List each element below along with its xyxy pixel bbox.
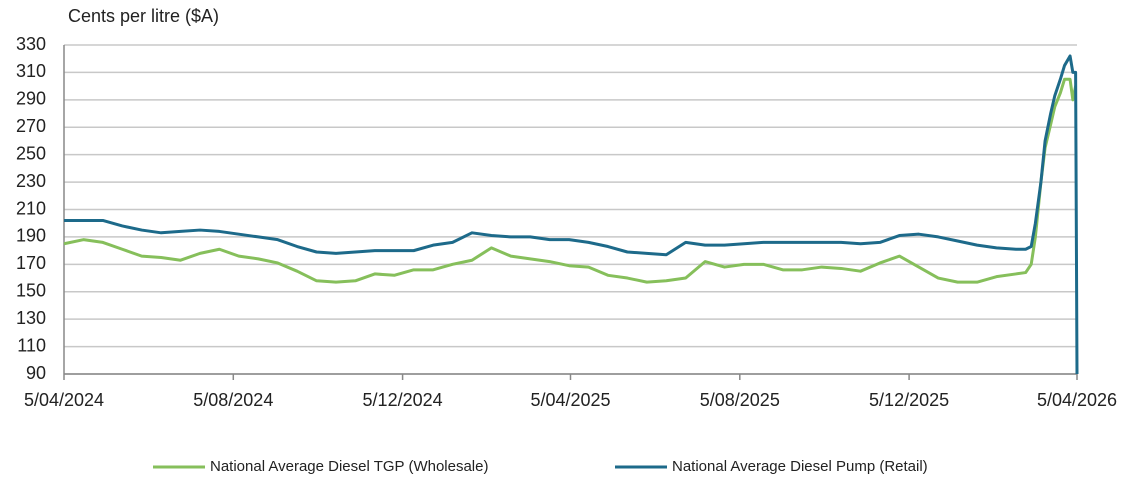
y-tick-label: 110 (17, 335, 46, 355)
y-tick-label: 90 (26, 363, 46, 383)
y-tick-label: 250 (16, 143, 46, 163)
x-tick-label: 5/08/2024 (193, 390, 273, 410)
y-tick-label: 290 (16, 89, 46, 109)
x-tick-label: 5/04/2025 (530, 390, 610, 410)
y-tick-label: 310 (16, 61, 46, 81)
y-tick-label: 190 (16, 226, 46, 246)
y-tick-label: 150 (16, 281, 46, 301)
series-line (63, 77, 1078, 284)
y-tick-label: 130 (16, 308, 46, 328)
x-tick-label: 5/12/2024 (363, 390, 443, 410)
y-tick-label: 270 (16, 116, 46, 136)
y-tick-label: 230 (16, 171, 46, 191)
x-tick-label: 5/12/2025 (869, 390, 949, 410)
x-tick-label: 5/08/2025 (700, 390, 780, 410)
y-tick-label: 170 (16, 253, 46, 273)
y-tick-label: 210 (16, 198, 46, 218)
x-tick-label: 5/04/2024 (24, 390, 104, 410)
legend-label: National Average Diesel Pump (Retail) (672, 458, 928, 475)
legend-label: National Average Diesel TGP (Wholesale) (210, 458, 488, 475)
y-tick-label: 330 (16, 34, 46, 54)
y-axis-title: Cents per litre ($A) (68, 6, 219, 26)
x-tick-label: 5/04/2026 (1037, 390, 1117, 410)
series-line (64, 54, 1079, 375)
